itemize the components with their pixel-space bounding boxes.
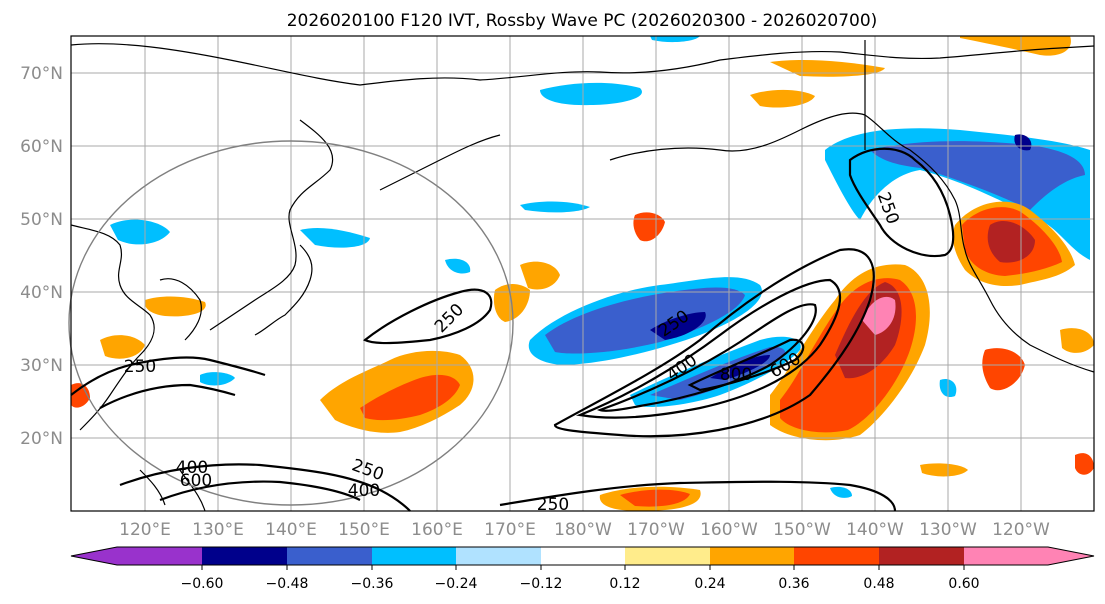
lon-label: 120°E [119,520,171,540]
colorbar-segment [625,547,710,565]
colorbar-segment [456,547,541,565]
colorbar-tick-label: −0.24 [435,576,478,592]
colorbar-outline [70,546,1095,566]
lon-label: 130°W [919,520,977,540]
colorbar-segment [794,547,879,565]
contour-label: 250 [537,495,569,515]
lon-label: 180°W [554,520,612,540]
colorbar-tick-label: 0.12 [609,576,640,592]
lon-label: 140°W [846,520,904,540]
contour-label: 250 [124,357,156,377]
lon-label: 170°W [627,520,685,540]
longitude-labels: 120°E 130°E 140°E 150°E 160°E 170°E 180°… [119,520,1050,540]
contour-label: 600 [180,471,212,491]
contour-label: 800 [720,365,752,385]
colorbar-segment [202,547,287,565]
lon-label: 150°W [773,520,831,540]
map-title: 2026020100 F120 IVT, Rossby Wave PC (202… [287,11,878,31]
colorbar-tick-label: 0.24 [694,576,725,592]
colorbar-tick-label: 0.48 [863,576,894,592]
colorbar-segment [710,547,794,565]
colorbar-extend-max [964,547,1094,565]
colorbar-tick-label: 0.60 [948,576,979,592]
lon-label: 160°E [411,520,463,540]
contour-label: 400 [348,481,380,501]
lon-label: 160°W [700,520,758,540]
colorbar-tick-label: −0.60 [181,576,224,592]
lat-label: 20°N [20,429,63,449]
lon-label: 130°E [192,520,244,540]
colorbar-segment [287,547,372,565]
colorbar-ticks [201,565,965,570]
map-frame [70,35,1095,512]
colorbar-extend-min [71,547,202,565]
lat-label: 60°N [20,137,63,157]
colorbar-tick-label: 0.36 [778,576,809,592]
latitude-labels: 70°N 60°N 50°N 40°N 30°N 20°N [20,64,63,449]
range-circle [68,140,514,506]
graticule [71,36,1094,511]
colorbar: −0.60 −0.48 −0.36 −0.24 −0.12 0.12 0.24 … [70,546,1095,592]
contour-label: 400 [176,458,208,478]
colorbar-segment [879,547,964,565]
lon-label: 150°E [338,520,390,540]
ivt-contours [70,147,955,512]
lat-label: 50°N [20,210,63,230]
colorbar-segment [372,547,456,565]
lat-label: 40°N [20,283,63,303]
lon-label: 140°E [265,520,317,540]
colorbar-tick-label: −0.48 [266,576,309,592]
colorbar-segment [541,547,625,565]
lon-label: 120°W [992,520,1050,540]
coastlines [70,40,1095,512]
lon-label: 170°E [484,520,536,540]
colorbar-tick-label: −0.36 [351,576,394,592]
lat-label: 30°N [20,356,63,376]
colorbar-tick-label: −0.12 [520,576,563,592]
lat-label: 70°N [20,64,63,84]
